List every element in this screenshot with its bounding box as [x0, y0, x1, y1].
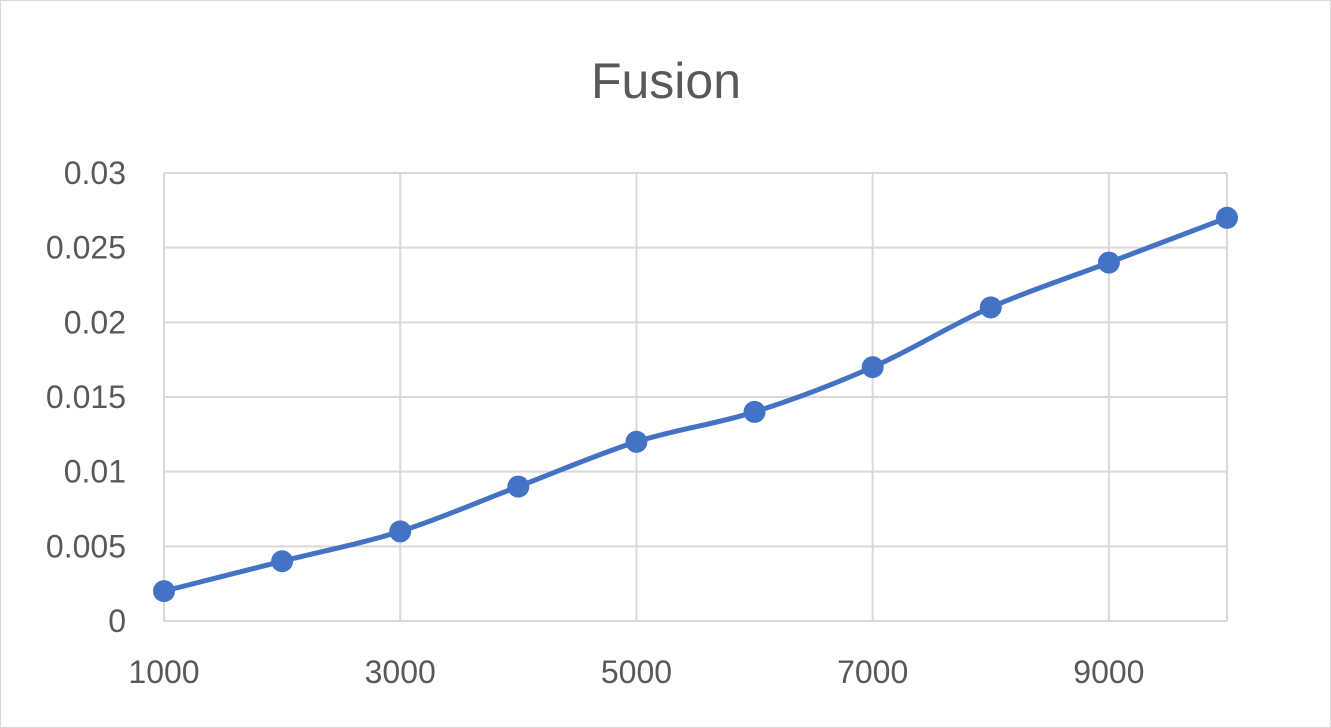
series-layer	[153, 206, 1238, 603]
y-tick-label: 0.03	[64, 155, 126, 191]
x-tick-label: 9000	[1073, 654, 1144, 690]
y-tick-label: 0.01	[64, 454, 126, 490]
data-point	[389, 520, 412, 543]
x-tick-label: 5000	[601, 654, 672, 690]
x-tick-label: 1000	[128, 654, 199, 690]
y-axis-tick-labels: 0 0.005 0.01 0.015 0.02 0.025 0.03	[46, 155, 126, 639]
x-axis-tick-labels: 1000 3000 5000 7000 9000	[128, 654, 1144, 690]
y-tick-label: 0	[108, 603, 126, 639]
y-tick-label: 0.02	[64, 304, 126, 340]
data-point	[1216, 206, 1238, 229]
x-tick-label: 7000	[837, 654, 908, 690]
chart-title: Fusion	[591, 53, 741, 109]
data-point	[625, 430, 648, 453]
data-point	[1097, 251, 1120, 274]
series-line	[161, 215, 1230, 594]
data-point	[153, 580, 175, 603]
data-point	[271, 550, 294, 573]
y-tick-label: 0.005	[46, 528, 126, 564]
data-point	[507, 475, 530, 498]
y-tick-label: 0.025	[46, 230, 126, 266]
data-point	[861, 356, 884, 379]
y-tick-label: 0.015	[46, 379, 126, 415]
data-point	[743, 400, 766, 423]
x-tick-label: 3000	[365, 654, 436, 690]
data-point	[979, 296, 1002, 319]
